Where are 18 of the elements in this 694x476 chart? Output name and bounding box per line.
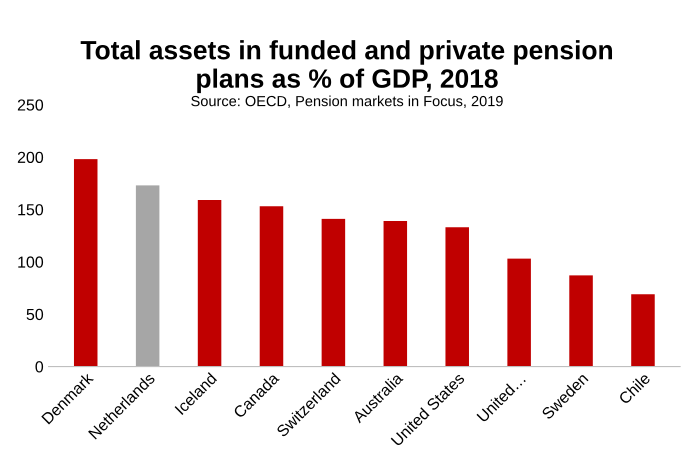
bar: [631, 294, 655, 367]
y-tick-label: 50: [26, 308, 44, 320]
bar: [136, 185, 160, 367]
chart-subtitle: Source: OECD, Pension markets in Focus, 2019: [191, 96, 503, 108]
y-tick-label: 250: [18, 99, 44, 111]
bar: [74, 159, 98, 367]
bar: [260, 206, 284, 367]
chart-title: Total assets in funded and private pension plans as % of GDP, 2018: [80, 40, 612, 94]
bar: [322, 218, 346, 367]
y-tick-label: 200: [18, 152, 44, 164]
y-tick-label: 0: [35, 361, 44, 372]
bar: [569, 275, 593, 367]
bar: [384, 220, 408, 367]
y-tick-label: 100: [18, 256, 44, 268]
bar: [507, 258, 531, 367]
bar: [198, 200, 222, 367]
bar: [445, 227, 469, 367]
y-tick-label: 150: [18, 204, 44, 216]
